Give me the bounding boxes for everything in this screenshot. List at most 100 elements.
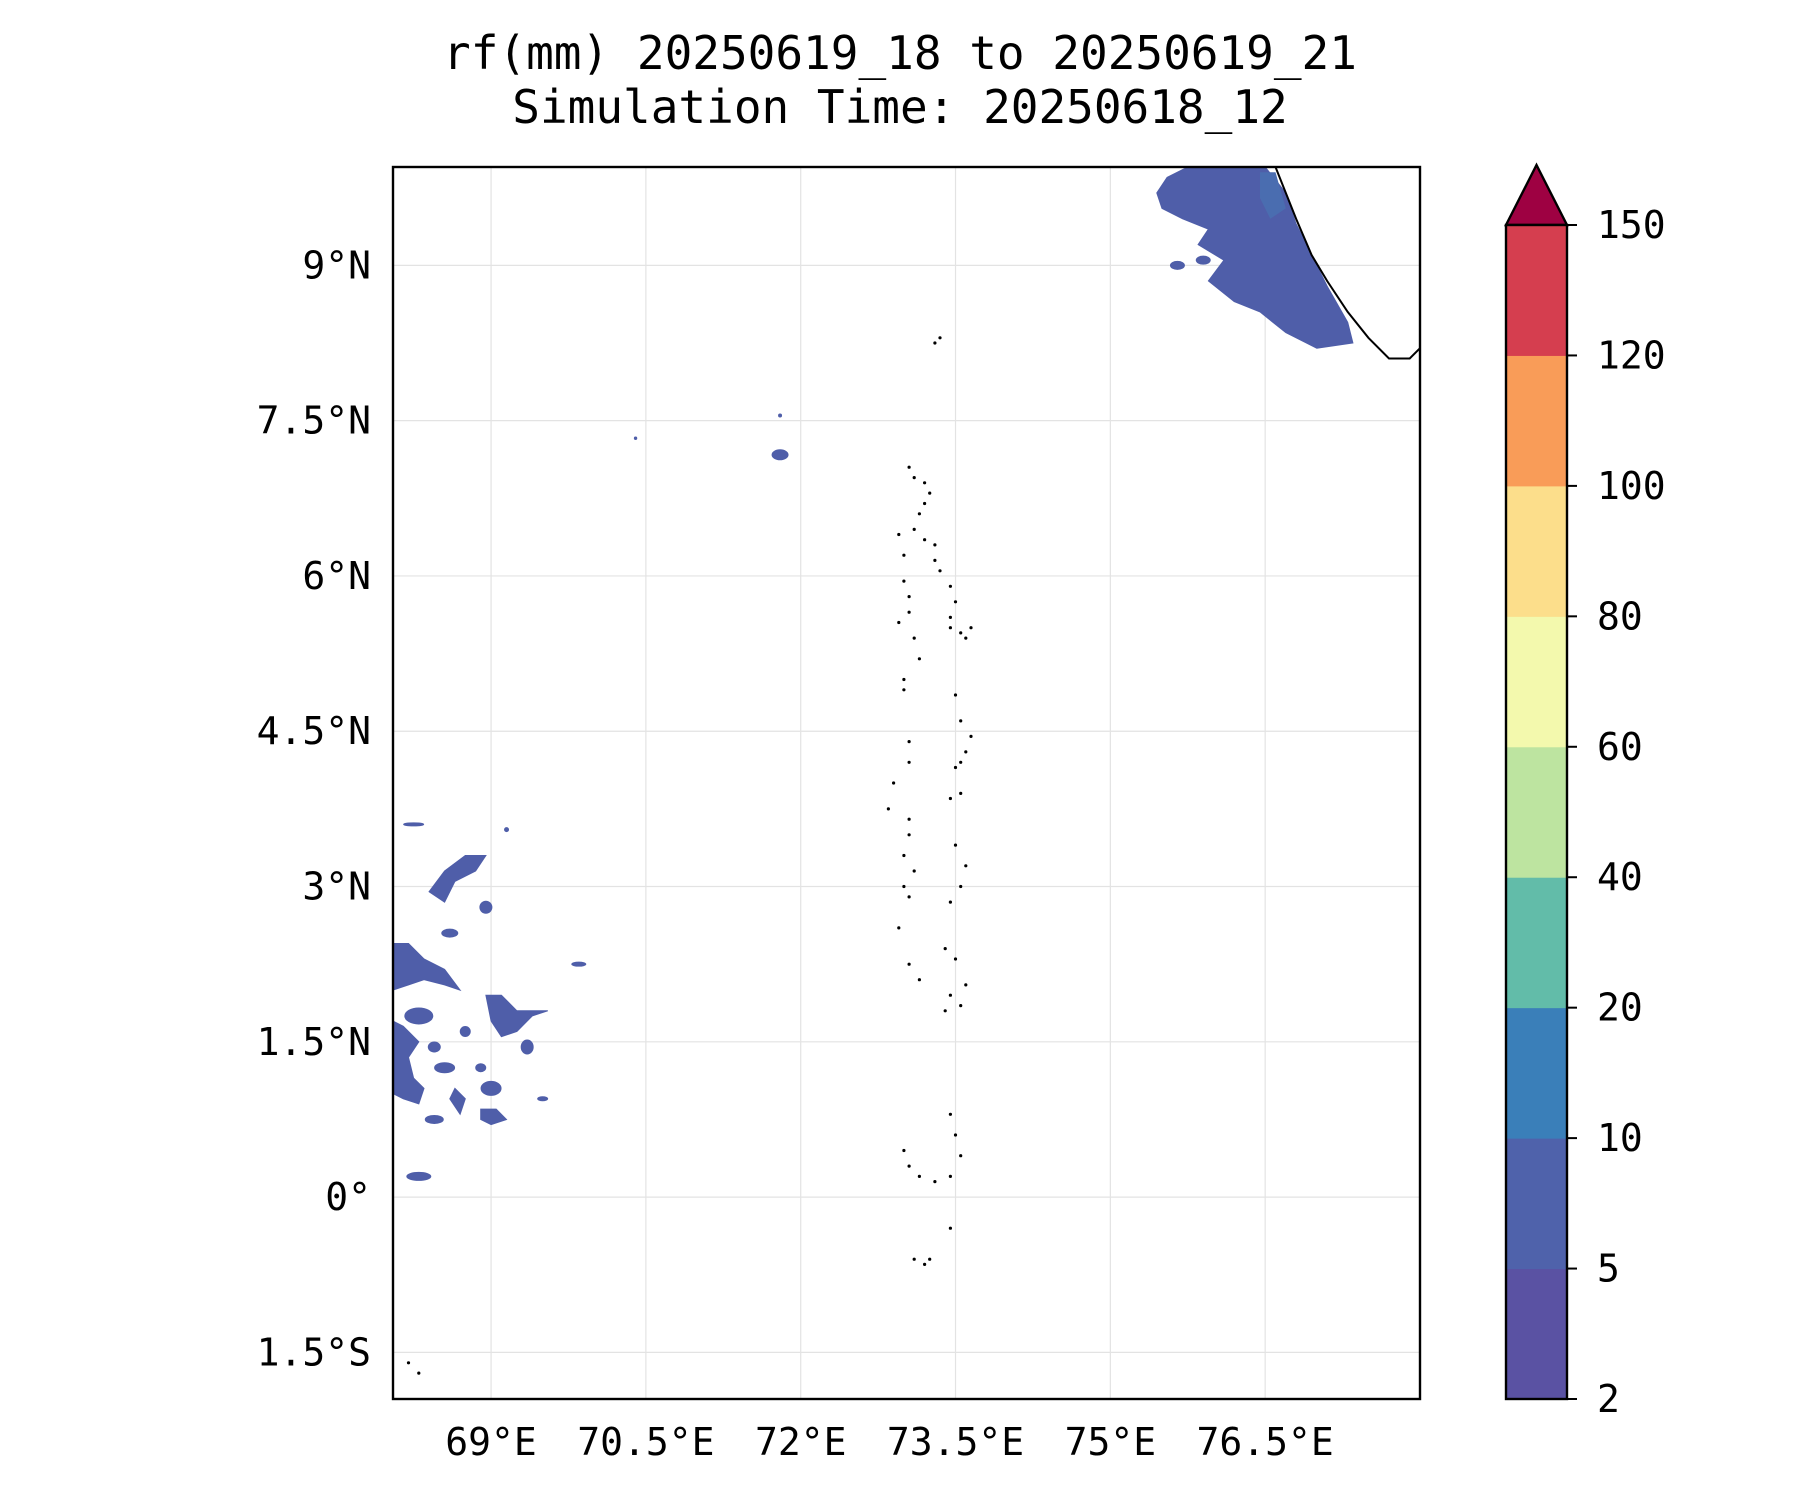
rain-cell-sw [406,1171,432,1181]
map-title-line2: Simulation Time: 20250618_12 [512,80,1287,134]
lon-tick-label: 75°E [1065,1420,1157,1464]
lon-tick-label: 73.5°E [887,1420,1024,1464]
atoll-dot [897,620,901,625]
colorbar-extend-triangle [1504,162,1569,227]
atoll-dot [917,512,922,516]
rain-cell-sw [504,827,510,833]
atoll-dot [933,1180,937,1184]
atoll-dot [964,750,968,754]
atoll-dot [886,807,891,811]
atoll-dot [912,636,916,640]
rain-cell-sw [392,1020,425,1105]
map-title-line1: rf(mm) 20250619_18 to 20250619_21 [443,26,1357,80]
atoll-dot [959,631,963,635]
atoll-dot [969,734,973,739]
atoll-dot [406,1361,411,1365]
atoll-dot [417,1371,421,1375]
atoll-dot [959,760,963,764]
lat-tick-label: 4.5°N [257,709,371,753]
coastlines [406,166,1421,1375]
atoll-dot [902,1148,906,1153]
atoll-dot [948,1174,953,1178]
atoll-dot [907,817,911,821]
rain-cell-sw [485,994,548,1038]
atoll-dot [938,569,942,573]
rain-cell-sw [571,961,587,967]
rain-cell-sw [479,900,493,914]
colorbar-ticks: 2 5 10 20 40 60 80 100 120 150 [1567,203,1666,1421]
map-area: 69°E 70.5°E 72°E 73.5°E 75°E 76.5°E 9°N 7.5°N 6… [257,165,1422,1464]
colorbar-band [1506,877,1567,1009]
rain-cell-sw [441,928,459,938]
colorbar-band [1506,1268,1567,1400]
atoll-dot [953,843,958,847]
rain-cell-kerala-offshore [1195,255,1211,265]
colorbar-tick-label: 10 [1597,1116,1643,1160]
atoll-dot [892,781,896,785]
atoll-dot [948,900,953,904]
rain-cell-sw [404,1007,434,1025]
colorbar-tick-label: 40 [1597,855,1643,899]
atoll-dot [917,657,922,661]
atoll-dot [912,527,916,532]
colorbar-band [1506,225,1567,356]
atoll-dot [912,1257,916,1261]
atoll-dot [933,341,937,345]
atoll-dot [902,884,906,889]
colorbar-tick-label: 120 [1597,333,1666,377]
atoll-dot [964,636,968,640]
map-frame [391,165,1422,1401]
atoll-dot [953,600,958,604]
colorbar-tick-label: 2 [1597,1377,1620,1421]
rain-cell-isolated [633,436,638,440]
longitude-labels: 69°E 70.5°E 72°E 73.5°E 75°E 76.5°E [445,1420,1334,1464]
colorbar-bands [1506,225,1567,1400]
colorbar-frame [1504,223,1569,1401]
atoll-dot [923,501,927,506]
atoll-dot [912,476,916,480]
colorbar-band [1506,485,1567,617]
atoll-dot [928,1257,932,1261]
rain-cell-sw [403,822,425,827]
atoll-dot [943,947,947,951]
atoll-dot [943,1009,947,1013]
atoll-dot [907,610,911,614]
atoll-dot [907,1164,911,1168]
atoll-dot [912,869,916,873]
atoll-dot [907,740,911,744]
atoll-dot [907,962,911,966]
atoll-dot [953,765,958,770]
lon-tick-label: 72°E [755,1420,847,1464]
rain-cell-sw [449,1087,466,1116]
atoll-dot [923,481,927,485]
atoll-dot [959,1004,963,1008]
rain-cell-sw [475,1063,487,1073]
atoll-dot [948,615,953,620]
atoll-dot [933,543,937,547]
atoll-dot [959,791,963,796]
atoll-dot [938,336,942,340]
atoll-dot [928,491,932,495]
atoll-dot [948,1112,953,1116]
atoll-dot [907,833,911,837]
colorbar-band [1506,746,1567,878]
lat-tick-label: 7.5°N [257,399,371,443]
atoll-dot [907,465,911,469]
atoll-dot [897,532,901,537]
atoll-dot [948,626,953,630]
lat-tick-label: 0° [325,1175,371,1219]
gridlines [393,167,1420,1399]
colorbar-tick-label: 150 [1597,203,1666,247]
rain-cell-sw [480,1108,508,1126]
lon-tick-label: 76.5°E [1197,1420,1334,1464]
atoll-dot [948,796,953,801]
colorbar-tick-label: 80 [1597,594,1643,638]
atoll-dot [897,926,901,930]
atoll-dot [969,626,973,630]
colorbar-band [1506,1007,1567,1139]
lon-tick-label: 69°E [445,1420,537,1464]
colorbar-tick-label: 100 [1597,464,1666,508]
atoll-dot [917,978,922,982]
rain-core-kerala [1260,172,1286,219]
